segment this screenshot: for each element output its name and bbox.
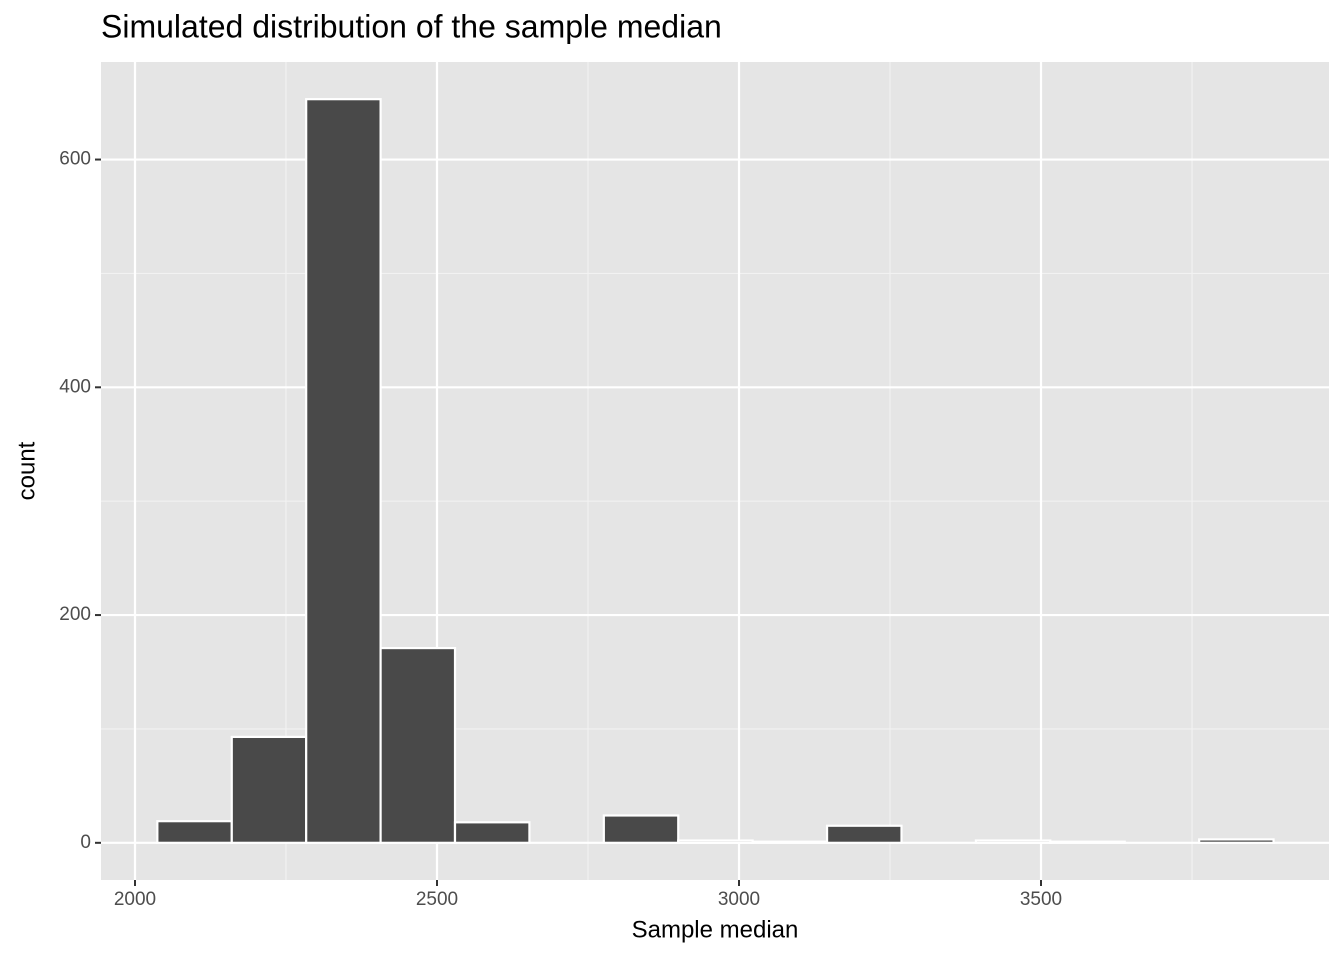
- bar: [1198, 838, 1275, 844]
- x-tick-label: 3000: [718, 889, 760, 910]
- y-tick-label: 200: [59, 604, 91, 625]
- bar: [974, 839, 1052, 844]
- bar: [156, 820, 233, 844]
- y-axis-title: count: [13, 441, 40, 500]
- y-tick-label: 0: [80, 832, 91, 853]
- bar: [751, 840, 829, 844]
- y-tick-label: 400: [59, 376, 91, 397]
- bar: [379, 646, 457, 844]
- y-tick-label: 600: [59, 149, 91, 170]
- x-axis-title: Sample median: [632, 916, 799, 943]
- chart-title: Simulated distribution of the sample med…: [101, 8, 722, 44]
- bar: [825, 824, 903, 844]
- x-tick-label: 3500: [1020, 889, 1062, 910]
- bar: [602, 814, 680, 844]
- bar: [453, 821, 531, 844]
- bar: [1049, 840, 1126, 844]
- x-tick-label: 2500: [416, 889, 458, 910]
- bar: [677, 839, 754, 844]
- bar: [230, 735, 308, 844]
- bar: [305, 98, 382, 844]
- x-tick-label: 2000: [114, 889, 156, 910]
